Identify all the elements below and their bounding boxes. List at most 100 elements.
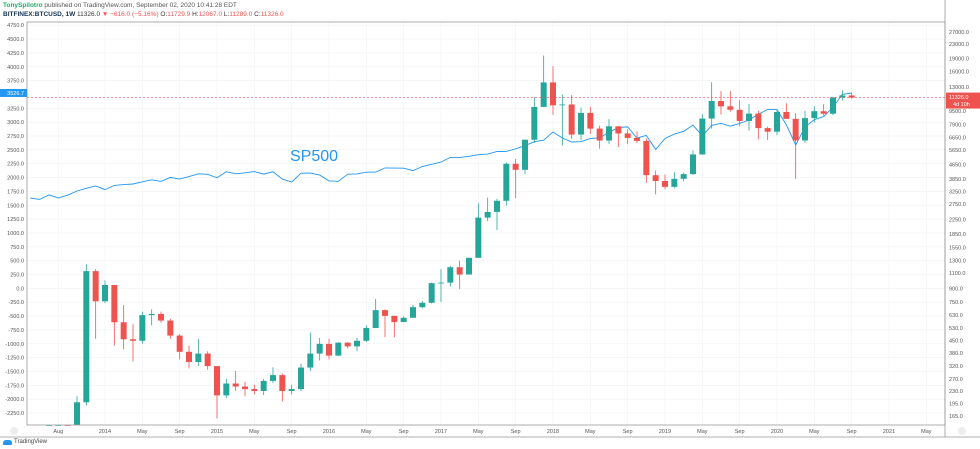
candle-body [354,340,360,347]
candle [232,370,239,391]
candle-body [606,126,612,141]
candle-body [111,284,118,323]
candle-body [699,118,706,155]
right-axis-tick: 2750.0 [949,202,966,208]
candle-body [335,342,342,356]
candle [774,110,780,135]
candle [615,126,622,147]
ohlc-legend: BITFINEX:BTCUSD, 1W 11326.0 ▼ −616.0 (−5… [3,11,284,18]
symbol-label[interactable]: BITFINEX:BTCUSD, 1W [3,11,76,18]
time-axis-tick: May [697,429,708,435]
time-axis-tick: 2020 [771,429,783,435]
candle [830,96,836,116]
publish-info: TonySpilotro published on TradingView.co… [3,2,237,9]
right-axis-tick: 195.0 [949,401,963,407]
tradingview-logo: TradingView [3,439,47,445]
published-text: published on TradingView.com, September … [44,2,237,9]
candle [447,265,454,287]
candle [531,97,538,143]
candle-body [186,351,192,363]
candle-body [130,339,136,341]
right-axis-tick: 7900.0 [949,123,966,129]
right-axis-tick: 19000.0 [949,57,969,63]
left-axis-tick: -2000.0 [5,397,24,403]
candle-body [634,137,640,141]
candle [410,305,416,318]
candle-body [251,389,258,391]
right-axis-tick: 320.0 [949,364,963,370]
candle [727,91,734,112]
candle-body [316,343,323,354]
candle-body [503,163,510,201]
time-axis-tick: 2016 [323,429,335,435]
candle [792,113,799,179]
candle-body [466,257,472,275]
right-axis-tick: 5650.0 [949,148,966,154]
left-axis-tick: 3000.0 [7,120,24,126]
candle [120,305,127,350]
left-axis-tick: 1250.0 [7,217,24,223]
candle-body [176,335,183,352]
close-value: 11326.0 [260,11,284,18]
candle-body [820,111,827,114]
candle-body [382,310,388,316]
right-axis-tick: 165.0 [949,414,963,420]
candle [624,129,631,145]
left-axis-tick: -1000.0 [5,342,24,348]
candle-body [484,211,491,218]
candle [466,257,472,275]
right-axis-tick: 3250.0 [949,190,966,196]
sp500-price-badge [0,88,27,97]
left-axis-tick: -1500.0 [5,369,24,375]
candle [802,110,808,143]
left-axis-tick: 4750.0 [7,23,24,29]
low-label: L: [223,11,230,18]
low-value: 11289.0 [229,11,253,18]
time-axis-tick: Sep [623,429,633,435]
author-link[interactable]: TonySpilotro [3,2,43,9]
left-axis-tick: 4250.0 [7,51,24,57]
candle [568,95,575,139]
candle [820,104,827,116]
time-axis-tick: Sep [847,429,857,435]
sp500-line [30,92,852,200]
candle-body [428,283,435,303]
time-axis-tick: 2019 [659,429,671,435]
left-axis-tick: 2500.0 [7,148,24,154]
candle-body [260,380,267,391]
right-axis-tick: 630.0 [949,313,963,319]
candle-body [512,163,519,170]
candle [167,318,174,339]
time-axis-tick: Aug [53,429,63,435]
candle-body [195,353,202,363]
candle-body [363,327,370,341]
candle-body [568,104,575,135]
candle [83,264,90,406]
candle [643,138,650,183]
candle [204,351,211,370]
candle [102,280,108,303]
candle-body [587,112,594,129]
candle-body [83,271,90,403]
candle [251,384,258,395]
left-axis-tick: 2750.0 [7,134,24,140]
candle-body [167,320,174,336]
candle [540,55,547,107]
candle [139,311,146,344]
candle [176,334,183,360]
candle-body [214,366,220,396]
candle-body [270,375,276,381]
candle [335,342,342,357]
open-label: O: [160,11,168,18]
candle-body [148,313,155,316]
candle [288,384,295,395]
left-axis-tick: 1500.0 [7,203,24,209]
candle-body [624,133,631,138]
candle-body [839,95,846,98]
candle [344,342,351,349]
candle [671,172,678,189]
candle-body [494,200,500,212]
right-axis-tick: 1550.0 [949,245,966,251]
time-axis-tick: May [473,429,484,435]
